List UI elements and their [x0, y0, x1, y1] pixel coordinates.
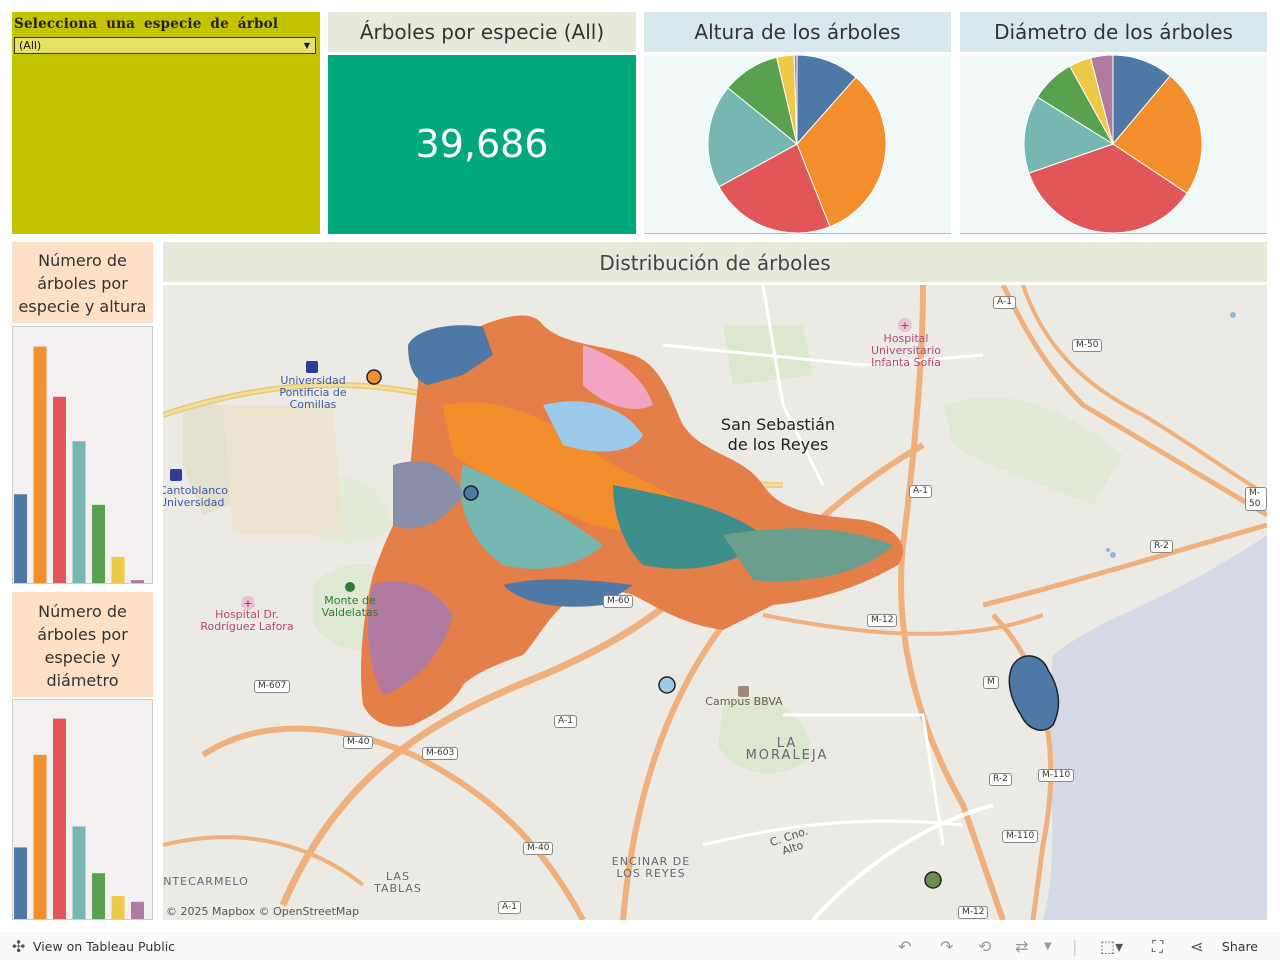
bar-height-title: Número de árboles por especie y altura	[12, 242, 153, 323]
species-dropdown-value: (All)	[19, 39, 42, 52]
bar[interactable]	[33, 346, 47, 583]
download-icon[interactable]: ⬚▾	[1100, 937, 1124, 956]
map-label-comillas: Universidad Pontificia de Comillas	[279, 374, 347, 411]
road-shield: M-40	[523, 842, 554, 855]
road-shield: M-110	[1038, 769, 1075, 782]
map-label-montecarmelo: NTECARMELO	[163, 875, 249, 888]
separator-icon: |	[1072, 937, 1078, 956]
bar-diameter-title: Número de árboles por especie y diámetro	[12, 592, 153, 697]
tree-points-cluster[interactable]	[361, 315, 904, 727]
road-shield: M-60	[603, 595, 634, 608]
bar[interactable]	[72, 441, 86, 583]
bar[interactable]	[53, 718, 66, 919]
bar[interactable]	[33, 754, 47, 919]
road-shield: M	[983, 676, 999, 689]
redo-icon[interactable]: ↷	[940, 937, 954, 956]
bar[interactable]	[131, 901, 144, 919]
bar[interactable]	[131, 580, 144, 583]
bar[interactable]	[111, 896, 125, 919]
road-shield: M-12	[867, 614, 898, 627]
filter-title: Selecciona una especie de árbol	[14, 16, 279, 32]
map-label-las-tablas: LAS TABLAS	[374, 870, 422, 895]
diameter-pie-chart	[1023, 54, 1203, 234]
bar[interactable]	[14, 847, 27, 919]
map-basemap: + +	[163, 285, 1267, 920]
species-dropdown[interactable]: (All) ▼	[14, 37, 316, 54]
map-label-cantoblanco: Cantoblanco Universidad	[163, 484, 228, 509]
san-sebastian-line1: San Sebastián	[720, 415, 836, 434]
map-label-campus-bbva: Campus BBVA	[705, 695, 783, 708]
road-shield: M-603	[422, 747, 459, 760]
bar[interactable]	[72, 826, 86, 919]
bar-height-panel	[12, 326, 153, 584]
pie-slice[interactable]	[796, 54, 857, 146]
diameter-chart-title: Diámetro de los árboles	[960, 12, 1267, 52]
road-shield: M-12	[958, 906, 989, 919]
diameter-pie-panel	[960, 54, 1267, 234]
bar-diameter-chart	[14, 718, 144, 919]
bar-diameter-panel	[12, 699, 153, 920]
undo-icon[interactable]: ↶	[898, 937, 912, 956]
kpi-title: Árboles por especie (All)	[328, 12, 636, 52]
revert-icon[interactable]: ⟲	[978, 937, 992, 956]
road-shield: M-50	[1072, 339, 1103, 352]
road-shield: M-50	[1245, 487, 1267, 511]
bar[interactable]	[92, 504, 105, 583]
san-sebastian-line2: de los Reyes	[727, 435, 829, 454]
pie-slice[interactable]	[796, 76, 887, 228]
map-label-la-moraleja: LA MORALEJA	[745, 736, 829, 763]
pause-dropdown-icon[interactable]: ▼	[1044, 941, 1052, 952]
map-label-valdelatas: Monte de Valdelatas	[321, 594, 379, 619]
road-shield: M-40	[343, 736, 374, 749]
pie-slice[interactable]	[1112, 75, 1203, 194]
bar[interactable]	[92, 873, 105, 919]
road-shield: M-607	[254, 680, 291, 693]
tree-distribution-map[interactable]: + + San Sebastián de los Reyes Hospital …	[163, 285, 1267, 920]
height-pie-panel	[644, 54, 951, 234]
species-filter-panel: Selecciona una especie de árbol (All) ▼	[12, 12, 320, 234]
road-shield: R-2	[989, 773, 1012, 786]
pie-slice[interactable]	[1023, 96, 1115, 174]
height-pie-chart	[707, 54, 887, 234]
view-on-tableau-link[interactable]: View on Tableau Public	[33, 939, 176, 954]
pie-slice[interactable]	[718, 143, 831, 234]
pie-slice[interactable]	[1028, 143, 1188, 234]
bar[interactable]	[14, 494, 27, 583]
map-title: Distribución de árboles	[163, 242, 1267, 282]
svg-text:+: +	[900, 319, 909, 332]
dropdown-arrow-icon: ▼	[303, 41, 310, 50]
map-label-hospital-lafora: Hospital Dr. Rodríguez Lafora	[200, 608, 294, 633]
pie-slice[interactable]	[793, 54, 798, 145]
map-label-hospital-infanta: Hospital Universitario Infanta Sofía	[870, 332, 942, 369]
road-shield: A-1	[993, 296, 1016, 309]
road-shield: A-1	[498, 901, 521, 914]
share-button[interactable]: Share	[1221, 939, 1258, 954]
svg-text:+: +	[243, 597, 252, 610]
map-label-encinar: ENCINAR DE LOS REYES	[611, 855, 691, 880]
map-label-san-sebastian: San Sebastián de los Reyes	[703, 415, 853, 455]
road-shield: M-110	[1002, 830, 1039, 843]
bar-height-chart	[14, 346, 144, 583]
bar[interactable]	[53, 396, 66, 583]
pie-slice[interactable]	[707, 87, 798, 188]
height-chart-title: Altura de los árboles	[644, 12, 951, 52]
kpi-value: 39,686	[328, 55, 636, 234]
tableau-footer: ✣ View on Tableau Public ↶ ↷ ⟲ ⇄ ▼ | ⬚▾ …	[0, 932, 1280, 960]
road-shield: R-2	[1150, 540, 1173, 553]
map-attribution[interactable]: © 2025 Mapbox © OpenStreetMap	[166, 905, 360, 918]
road-shield: A-1	[554, 715, 577, 728]
bar[interactable]	[111, 556, 125, 583]
fullscreen-icon[interactable]: ⛶	[1152, 937, 1164, 956]
refresh-icon[interactable]: ⇄	[1015, 937, 1029, 956]
road-shield: A-1	[909, 485, 932, 498]
share-icon[interactable]: ⋖	[1190, 937, 1204, 956]
pie-slice[interactable]	[1090, 54, 1114, 145]
tableau-logo-icon: ✣	[12, 937, 26, 956]
